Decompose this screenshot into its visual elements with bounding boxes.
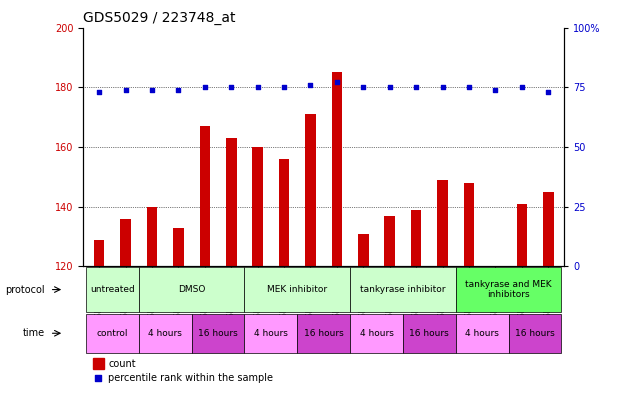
Bar — [403, 314, 456, 353]
Point — [464, 84, 474, 90]
Bar — [139, 314, 192, 353]
Bar — [358, 233, 369, 266]
Bar — [305, 114, 316, 266]
Bar — [463, 183, 474, 266]
Bar — [86, 314, 139, 353]
Point — [121, 86, 131, 93]
Text: MEK inhibitor: MEK inhibitor — [267, 285, 328, 294]
Bar — [192, 314, 244, 353]
Text: DMSO: DMSO — [178, 285, 205, 294]
Bar — [297, 314, 350, 353]
Text: 16 hours: 16 hours — [410, 329, 449, 338]
Bar — [173, 228, 184, 266]
Point — [437, 84, 447, 90]
Bar — [226, 138, 237, 266]
Point — [93, 375, 103, 381]
Text: 16 hours: 16 hours — [198, 329, 238, 338]
Point — [253, 84, 263, 90]
Text: GDS5029 / 223748_at: GDS5029 / 223748_at — [83, 11, 236, 25]
Point — [543, 89, 553, 95]
Bar — [244, 267, 350, 312]
Point — [200, 84, 210, 90]
Text: time: time — [22, 328, 45, 338]
Text: 16 hours: 16 hours — [304, 329, 344, 338]
Point — [490, 86, 501, 93]
Bar — [93, 358, 103, 369]
Bar — [508, 314, 562, 353]
Bar — [411, 210, 421, 266]
Bar — [456, 267, 562, 312]
Text: count: count — [108, 358, 136, 369]
Bar — [199, 126, 210, 266]
Bar — [350, 314, 403, 353]
Bar — [331, 72, 342, 266]
Text: 16 hours: 16 hours — [515, 329, 555, 338]
Bar — [253, 147, 263, 266]
Bar — [385, 216, 395, 266]
Text: 4 hours: 4 hours — [360, 329, 394, 338]
Text: 4 hours: 4 hours — [148, 329, 182, 338]
Point — [226, 84, 237, 90]
Text: 4 hours: 4 hours — [465, 329, 499, 338]
Point — [358, 84, 369, 90]
Point — [305, 82, 315, 88]
Point — [94, 89, 104, 95]
Text: untreated: untreated — [90, 285, 135, 294]
Point — [279, 84, 289, 90]
Bar — [139, 267, 244, 312]
Text: protocol: protocol — [5, 285, 45, 295]
Point — [411, 84, 421, 90]
Text: control: control — [97, 329, 128, 338]
Bar — [279, 159, 289, 266]
Bar — [456, 314, 508, 353]
Bar — [517, 204, 527, 266]
Text: percentile rank within the sample: percentile rank within the sample — [108, 373, 273, 383]
Bar — [350, 267, 456, 312]
Bar — [86, 267, 139, 312]
Point — [332, 79, 342, 86]
Bar — [437, 180, 448, 266]
Point — [385, 84, 395, 90]
Bar — [244, 314, 297, 353]
Text: tankyrase and MEK
inhibitors: tankyrase and MEK inhibitors — [465, 280, 552, 299]
Bar — [94, 240, 104, 266]
Bar — [121, 219, 131, 266]
Text: tankyrase inhibitor: tankyrase inhibitor — [360, 285, 445, 294]
Point — [173, 86, 183, 93]
Point — [517, 84, 527, 90]
Point — [147, 86, 157, 93]
Bar — [147, 207, 157, 266]
Text: 4 hours: 4 hours — [254, 329, 288, 338]
Bar — [543, 192, 554, 266]
